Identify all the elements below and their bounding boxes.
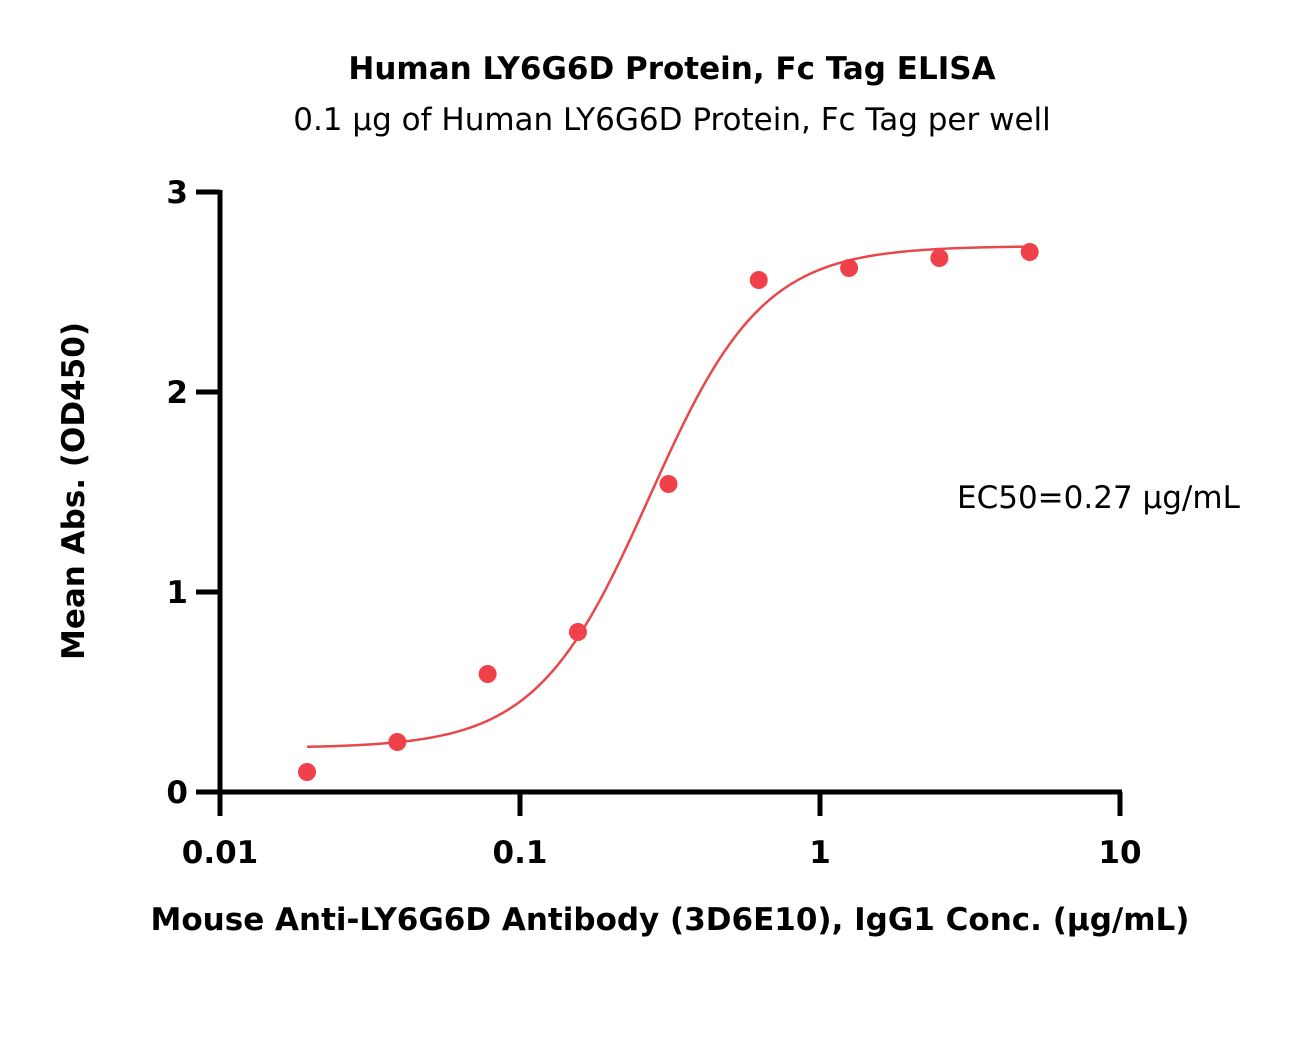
data-point-3 (568, 623, 587, 641)
fit-curve (306, 245, 1030, 749)
x-tick-label-3: 10 (1098, 835, 1141, 871)
x-axis-label: Mouse Anti-LY6G6D Antibody (3D6E10), IgG… (151, 902, 1190, 938)
y-tick-label-0: 0 (166, 775, 188, 811)
x-tick-label-0: 0.01 (182, 835, 259, 871)
y-tick-label-3: 3 (166, 175, 188, 211)
data-points (298, 243, 1039, 781)
x-ticks: 0.01 0.1 1 10 (182, 792, 1142, 871)
y-axis: 0 1 2 3 (166, 175, 223, 811)
data-point-2 (478, 665, 497, 683)
data-point-1 (388, 733, 407, 751)
data-point-8 (1020, 243, 1039, 261)
y-tick-label-1: 1 (166, 575, 188, 611)
y-tick-label-2: 2 (166, 375, 188, 411)
chart-title: Human LY6G6D Protein, Fc Tag ELISA (348, 51, 995, 87)
x-tick-label-1: 0.1 (493, 835, 548, 871)
chart-subtitle: 0.1 µg of Human LY6G6D Protein, Fc Tag p… (293, 102, 1051, 138)
x-tick-label-2: 1 (809, 835, 831, 871)
data-point-6 (840, 259, 859, 277)
data-point-5 (749, 271, 768, 289)
data-point-4 (659, 475, 678, 493)
x-axis: 0.01 0.1 1 10 (182, 789, 1142, 871)
y-ticks: 0 1 2 3 (166, 175, 220, 811)
data-point-0 (298, 763, 317, 781)
ec50-annotation: EC50=0.27 µg/mL (957, 480, 1241, 516)
y-axis-label: Mean Abs. (OD450) (56, 322, 92, 660)
data-point-7 (930, 249, 949, 267)
